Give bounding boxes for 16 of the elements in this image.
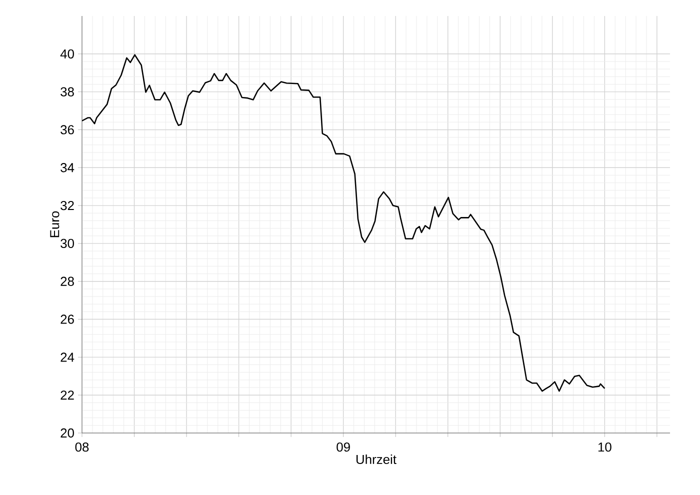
y-tick-label: 40 [60, 49, 74, 58]
y-tick-label: 22 [60, 390, 74, 400]
x-tick-label: 08 [75, 442, 89, 452]
y-tick-label: 24 [60, 352, 74, 362]
x-axis-title: Uhrzeit [356, 454, 396, 464]
y-tick-label: 28 [60, 276, 74, 286]
y-tick-label: 36 [60, 125, 74, 134]
x-tick-label: 10 [598, 442, 612, 452]
y-tick-label: 20 [60, 428, 74, 438]
y-tick-label: 32 [60, 200, 74, 210]
y-tick-label: 30 [60, 238, 74, 248]
y-axis-title: Euro [50, 211, 60, 238]
y-tick-label: 38 [60, 87, 74, 96]
y-tick-label: 34 [60, 163, 74, 172]
y-tick-label: 26 [60, 314, 74, 324]
x-tick-label: 09 [336, 442, 350, 452]
